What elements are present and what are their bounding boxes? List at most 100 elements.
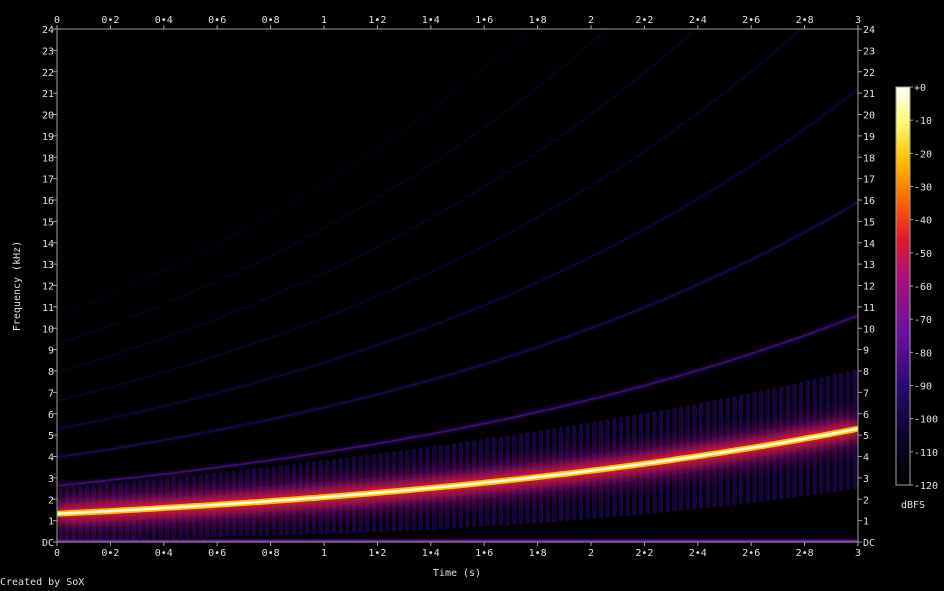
harmonic-6 [57,29,699,375]
harmonic-7-line [57,29,609,346]
y-tick-label: 20 [42,111,54,122]
x-tick-label: 0•2 [101,548,119,559]
x-tick-label-top: 1•6 [475,15,493,26]
y-tick-label-right: 8 [863,367,869,378]
colorbar-tick-label: -110 [914,448,938,459]
y-tick-label: 5 [48,431,54,442]
y-tick-label: 13 [42,260,54,271]
y-tick-label-right: 21 [863,89,875,100]
y-tick-label-right: 7 [863,388,869,399]
x-tick-label-top: 2•2 [635,15,653,26]
y-tick-label: 23 [42,46,54,57]
harmonic-8-line [57,29,532,317]
y-tick-label: 18 [42,153,54,164]
colorbar-ticks: +0 -10 -20 -30 -40 -50 -60 -70 -80 -90 -100 -110 -12… [910,83,938,492]
y-tick-label: 19 [42,132,54,143]
y-tick-label-right: 2 [863,495,869,506]
harmonic-6-line [57,29,698,374]
harmonic-4 [57,87,858,432]
y-tick-label: 9 [48,346,54,357]
y-tick-label-right: 6 [863,410,869,421]
harmonic-7 [57,29,611,347]
x-axis-bottom: 0 0•2 0•4 0•6 0•8 1 1•2 1•4 1•6 1•8 2 2•2 2•4 2•6 2•8 3 [54,542,861,559]
x-tick-label-top: 0•4 [155,15,173,26]
y-tick-label-right: 24 [863,25,875,36]
y-tick-label-right: 9 [863,346,869,357]
colorbar-tick-label: -10 [914,116,932,127]
x-tick-label: 1•2 [368,548,386,559]
colorbar-tick-label: -70 [914,315,932,326]
y-tick-label-right: 19 [863,132,875,143]
x-tick-label-top: 0•2 [101,15,119,26]
y-tick-label: 11 [42,303,54,314]
y-tick-label: 1 [48,517,54,528]
y-tick-label-right: 15 [863,217,875,228]
harmonic-4-line [57,88,858,430]
y-tick-label-right: 16 [863,196,875,207]
colorbar-tick-label: -40 [914,216,932,227]
x-tick-label-top: 2•6 [742,15,760,26]
y-tick-label: 10 [42,324,54,335]
y-tick-label: 14 [42,239,54,250]
y-tick-label: 16 [42,196,54,207]
y-tick-label-right: 3 [863,474,869,485]
colorbar [895,86,911,486]
x-axis-label: Time (s) [433,568,481,579]
y-tick-label-right: 14 [863,239,875,250]
x-tick-label-top: 2 [588,15,594,26]
y-tick-label: 12 [42,282,54,293]
x-tick-label-top: 0 [54,15,60,26]
x-tick-label: 2 [588,548,594,559]
x-tick-label: 2•8 [796,548,814,559]
x-tick-label: 0•6 [208,548,226,559]
y-tick-label: 3 [48,474,54,485]
x-tick-label-top: 1 [321,15,327,26]
y-tick-label-right: 18 [863,153,875,164]
harmonic-2-line [57,314,858,487]
x-tick-label: 0•8 [262,548,280,559]
colorbar-tick-label: -60 [914,282,932,293]
y-axis-label: Frequency (kHz) [12,241,23,331]
x-tick-label: 1•4 [422,548,440,559]
credit-text: Created by SoX [0,577,85,588]
y-tick-label: 6 [48,410,54,421]
y-tick-label: 4 [48,453,54,464]
y-tick-label-right: 22 [863,68,875,79]
y-tick-label: 7 [48,388,54,399]
y-tick-label-right: 10 [863,324,875,335]
x-tick-label-top: 3 [855,15,861,26]
y-axis-right: DC12345678910111213141516171819202122232… [858,25,875,549]
colorbar-tick-label: -30 [914,183,932,194]
harmonic-2 [57,313,858,488]
x-tick-label: 1•6 [475,548,493,559]
x-tick-label: 2•6 [742,548,760,559]
colorbar-tick-label: +0 [914,83,926,94]
colorbar-tick-label: -80 [914,348,932,359]
y-tick-label: 21 [42,89,54,100]
x-tick-label-top: 2•8 [796,15,814,26]
x-tick-label: 1 [321,548,327,559]
x-tick-label-top: 1•2 [368,15,386,26]
y-tick-label: 24 [42,25,54,36]
y-tick-label-right: 5 [863,431,869,442]
y-tick-label-right: 17 [863,175,875,186]
x-tick-label-top: 1•8 [529,15,547,26]
y-tick-label-right: 1 [863,517,869,528]
harmonic-1 [57,413,858,529]
x-tick-label-top: 0•8 [262,15,280,26]
x-tick-label: 2•2 [635,548,653,559]
x-axis-top: 0 0•2 0•4 0•6 0•8 1 1•2 1•4 1•6 1•8 2 2•2 2•4 2•6 2•8 3 [54,15,861,29]
harmonic-1-line [57,427,858,516]
y-tick-label-right: 13 [863,260,875,271]
y-tick-label-right: 23 [863,46,875,57]
y-tick-label-right: 4 [863,453,869,464]
colorbar-tick-label: -50 [914,249,932,260]
plot-area [57,29,858,542]
y-tick-label-right: 20 [863,111,875,122]
x-tick-label: 0 [54,548,60,559]
x-tick-label-top: 2•4 [689,15,707,26]
y-tick-label: 15 [42,217,54,228]
y-tick-label-right: DC [863,538,875,549]
y-tick-label: 8 [48,367,54,378]
